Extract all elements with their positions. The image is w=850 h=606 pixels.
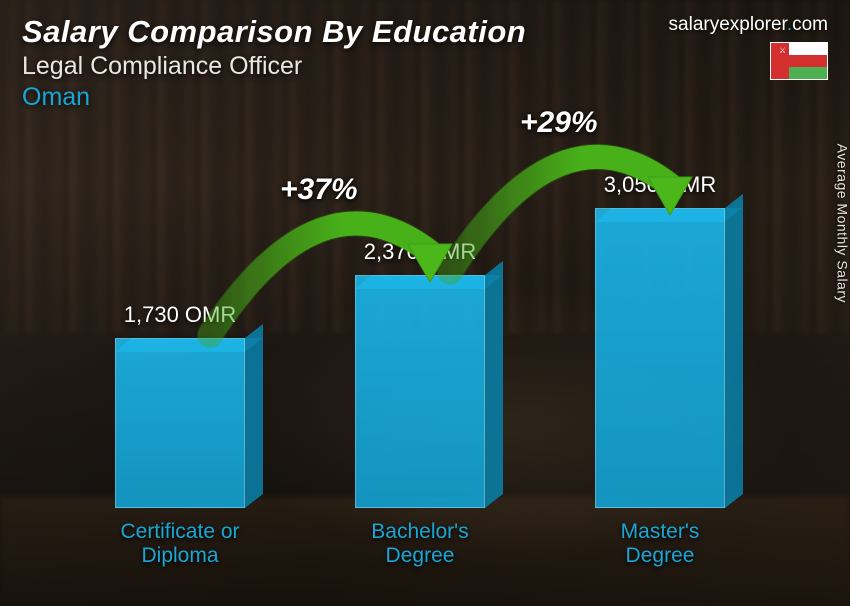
- title-block: Salary Comparison By Education Legal Com…: [22, 14, 526, 112]
- flag-emblem: ⚔: [774, 46, 786, 55]
- bar-3d: [595, 208, 725, 508]
- bar-side-face: [245, 324, 263, 508]
- bar-label: Master'sDegree: [560, 520, 760, 568]
- brand-tld: com: [792, 14, 828, 35]
- brand-block: salaryexplorer.com ⚔: [669, 14, 828, 80]
- y-axis-label: Average Monthly Salary: [834, 144, 850, 303]
- flag-white: [789, 43, 827, 55]
- bar-group: 2,370 OMR: [320, 239, 520, 508]
- chart-area: 1,730 OMR 2,370 OMR 3,050 OMR Certificat…: [60, 130, 780, 568]
- labels-container: Certificate orDiploma Bachelor'sDegree Mas…: [60, 520, 780, 568]
- country-label: Oman: [22, 83, 526, 112]
- bar-front-face: [115, 338, 245, 508]
- bar-group: 3,050 OMR: [560, 172, 760, 508]
- bar-value: 3,050 OMR: [604, 172, 717, 198]
- bar-side-face: [725, 194, 743, 508]
- bar-3d: [355, 275, 485, 508]
- bars-container: 1,730 OMR 2,370 OMR 3,050 OMR: [60, 168, 780, 508]
- bar-front-face: [355, 275, 485, 508]
- brand-text: salaryexplorer.com: [669, 14, 828, 36]
- bar-group: 1,730 OMR: [80, 302, 280, 508]
- bar-value: 1,730 OMR: [124, 302, 237, 328]
- brand-main: salaryexplorer: [669, 14, 787, 35]
- bar-side-face: [485, 261, 503, 508]
- flag-oman: ⚔: [770, 42, 828, 80]
- bar-label: Certificate orDiploma: [80, 520, 280, 568]
- page-subtitle: Legal Compliance Officer: [22, 52, 526, 81]
- header: Salary Comparison By Education Legal Com…: [22, 14, 828, 112]
- page-title: Salary Comparison By Education: [22, 14, 526, 50]
- bar-front-face: [595, 208, 725, 508]
- bar-label: Bachelor'sDegree: [320, 520, 520, 568]
- bar-3d: [115, 338, 245, 508]
- bar-value: 2,370 OMR: [364, 239, 477, 265]
